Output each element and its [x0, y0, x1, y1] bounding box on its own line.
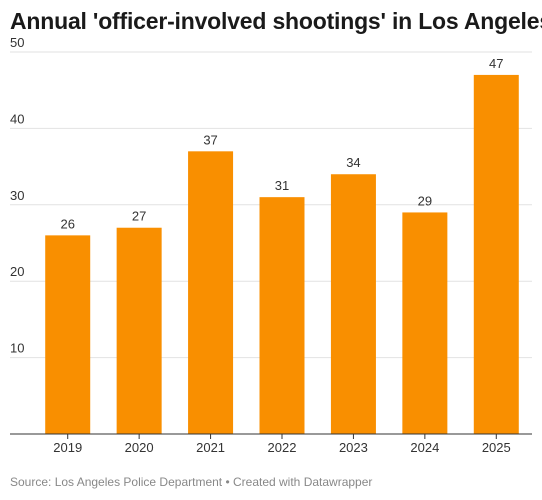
data-label-2021: 37	[203, 132, 217, 147]
x-tick-label-2021: 2021	[196, 440, 225, 455]
bars	[45, 74, 519, 435]
y-axis-ticks: 10 20 30 40 50	[10, 35, 24, 356]
x-tick-label-2024: 2024	[410, 440, 439, 455]
data-label-2020: 27	[132, 209, 146, 224]
bar-2022	[259, 197, 305, 434]
bar-2023	[330, 174, 376, 435]
x-tick-label-2022: 2022	[268, 440, 297, 455]
x-tick-label-2025: 2025	[482, 440, 511, 455]
x-tick-label-2020: 2020	[125, 440, 154, 455]
bar-2024	[402, 212, 448, 434]
bar-2025	[473, 74, 519, 435]
data-label-2023: 34	[346, 155, 360, 170]
chart-title: Annual 'officer-involved shootings' in L…	[10, 8, 542, 34]
y-tick-label: 30	[10, 188, 24, 203]
data-label-2024: 29	[418, 193, 432, 208]
data-labels: 26 27 37 31 34 29 47	[60, 56, 503, 231]
x-tick-label-2019: 2019	[53, 440, 82, 455]
data-label-2019: 26	[60, 216, 74, 231]
y-tick-label: 20	[10, 264, 24, 279]
data-label-2022: 31	[275, 178, 289, 193]
x-axis-ticks: 2019 2020 2021 2022 2023 2024 2025	[53, 434, 511, 455]
bar-2021	[188, 151, 234, 434]
y-tick-label: 10	[10, 341, 24, 356]
bar-2020	[116, 227, 162, 434]
bar-2019	[45, 235, 91, 434]
y-tick-label: 40	[10, 111, 24, 126]
y-tick-label: 50	[10, 35, 24, 50]
x-tick-label-2023: 2023	[339, 440, 368, 455]
data-label-2025: 47	[489, 56, 503, 71]
footer-source: Source: Los Angeles Police Department • …	[10, 475, 373, 489]
